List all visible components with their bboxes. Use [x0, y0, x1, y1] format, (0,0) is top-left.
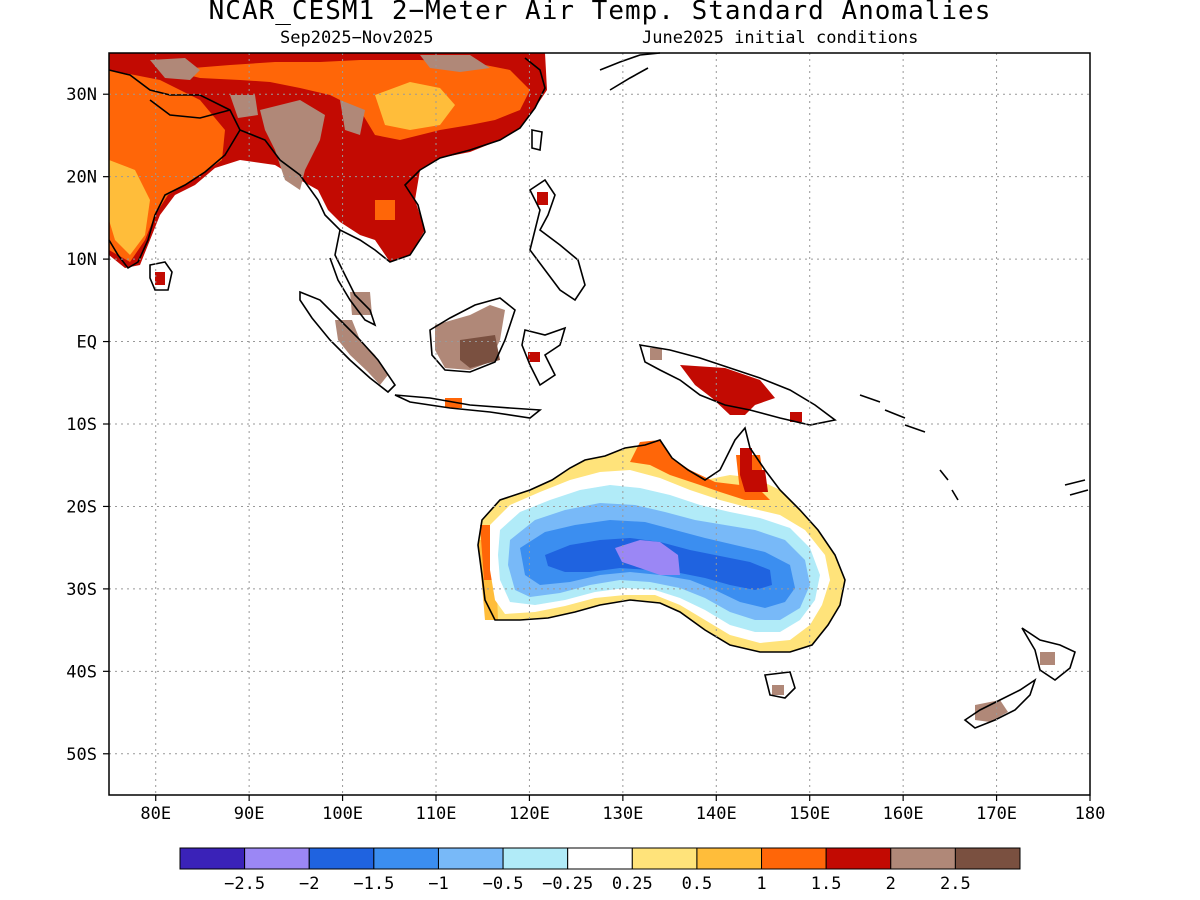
new-guinea-extreme-region [650, 348, 662, 360]
australia-very-warm [740, 448, 768, 492]
lon-tick-label: 180 [1075, 804, 1106, 824]
asia-extreme-region [340, 100, 365, 135]
lat-tick-label: 30S [66, 580, 97, 600]
lon-tick-label: 100E [322, 804, 363, 824]
lat-tick-label: 20N [66, 168, 97, 188]
vanuatu-islands [939, 469, 959, 501]
sulawesi-coastline [521, 326, 567, 387]
borneo-extreme-region-dark [460, 335, 500, 368]
asia-warm-region-yellow [375, 82, 455, 130]
map-frame [108, 52, 1091, 796]
lon-tick-label: 110E [416, 804, 457, 824]
axis-tick-labels: 80E 90E 100E 110E 120E 130E 140E 150E 160E 170E 18… [66, 85, 1105, 824]
colorbar-label: −1 [428, 874, 448, 894]
java-coastline [394, 394, 543, 419]
new-zealand-north-coastline [1021, 627, 1076, 681]
colorbar-swatch [502, 847, 569, 870]
philippines-coastline [528, 178, 586, 302]
season-label: Sep2025−Nov2025 [280, 28, 434, 48]
malay-peninsula [329, 229, 377, 327]
sulawesi-warm-region [528, 352, 540, 362]
lon-tick-label: 140E [696, 804, 737, 824]
asia-extreme-region [150, 58, 200, 80]
colorbar-label: −0.25 [542, 874, 593, 894]
lon-tick-label: 80E [140, 804, 171, 824]
lon-tick-label: 150E [789, 804, 830, 824]
australia-warm-orange [630, 440, 770, 500]
taiwan-coastline [531, 129, 543, 151]
australia-coastline [477, 426, 846, 653]
java-warm-region [445, 398, 462, 408]
colorbar-swatch [179, 847, 246, 870]
australia-warm-orange [480, 525, 492, 580]
initial-conditions-label: June2025 initial conditions [642, 28, 919, 48]
map-title: NCAR_CESM1 2−Meter Air Temp. Standard An… [208, 0, 992, 26]
tasmania-extreme-region [772, 685, 784, 695]
colorbar-label: 1 [756, 874, 766, 894]
new-zealand-south-coastline [963, 678, 1037, 729]
colorbar-label: 2 [886, 874, 896, 894]
colorbar: −2.5 −2 −1.5 −1 −0.5 −0.25 0.25 0.5 1 1.5 2 2.5 [179, 847, 1021, 894]
lat-tick-label: EQ [77, 333, 97, 353]
anomaly-shading [109, 53, 1055, 722]
fiji-islands [1064, 479, 1089, 496]
sumatra-coastline [299, 290, 397, 394]
colorbar-label: 0.25 [612, 874, 653, 894]
colorbar-swatch [761, 847, 827, 870]
lat-tick-label: 50S [66, 745, 97, 765]
colorbar-swatch [954, 847, 1021, 870]
new-guinea-warm-region [680, 365, 775, 415]
colorbar-swatch [631, 847, 698, 870]
colorbar-swatch [373, 847, 439, 870]
colorbar-label: 0.5 [682, 874, 713, 894]
colorbar-label: −2 [299, 874, 319, 894]
sumatra-extreme-region [335, 320, 388, 385]
colorbar-swatch [567, 847, 633, 870]
borneo-coastline [429, 297, 516, 373]
lon-tick-label: 170E [976, 804, 1017, 824]
colorbar-label: 1.5 [811, 874, 842, 894]
asia-warm-region-orange [375, 200, 395, 220]
lat-tick-label: 30N [66, 85, 97, 105]
asia-extreme-region [230, 95, 258, 118]
sumatra-extreme-region [350, 292, 372, 315]
colorbar-label: 2.5 [940, 874, 971, 894]
colorbar-swatch [890, 847, 956, 870]
australia-extreme-cold-region [615, 540, 680, 575]
solomon-islands [859, 394, 926, 433]
colorbar-swatch [825, 847, 892, 870]
japan-coastline [599, 52, 661, 91]
lat-tick-label: 20S [66, 497, 97, 517]
tasmania-coastline [764, 671, 796, 699]
lat-tick-label: 10S [66, 415, 97, 435]
asia-warm-region-yellow [109, 160, 150, 255]
lat-tick-label: 40S [66, 662, 97, 682]
new-guinea-warm-region [790, 412, 802, 422]
asia-warm-region [155, 272, 165, 285]
asia-extreme-region [420, 55, 490, 72]
lon-tick-label: 90E [234, 804, 265, 824]
lat-tick-label: 10N [66, 250, 97, 270]
asia-coastline [108, 69, 241, 270]
indochina-coastline [239, 57, 546, 263]
lon-tick-label: 120E [509, 804, 550, 824]
colorbar-label: −0.5 [483, 874, 524, 894]
philippines-warm-region [537, 192, 548, 205]
india-border [149, 99, 231, 119]
lon-tick-label: 130E [602, 804, 643, 824]
asia-extreme-region [260, 100, 325, 190]
colorbar-swatch [437, 847, 504, 870]
colorbar-label: −2.5 [224, 874, 265, 894]
colorbar-swatch [244, 847, 310, 870]
colorbar-swatch [696, 847, 763, 870]
colorbar-label: −1.5 [353, 874, 394, 894]
new-zealand-extreme-region [975, 700, 1008, 722]
lon-tick-label: 160E [883, 804, 924, 824]
colorbar-swatch [308, 847, 375, 870]
lat-lon-grid [109, 53, 1090, 795]
new-zealand-extreme-region [1040, 652, 1055, 665]
sri-lanka-coastline [149, 261, 173, 291]
